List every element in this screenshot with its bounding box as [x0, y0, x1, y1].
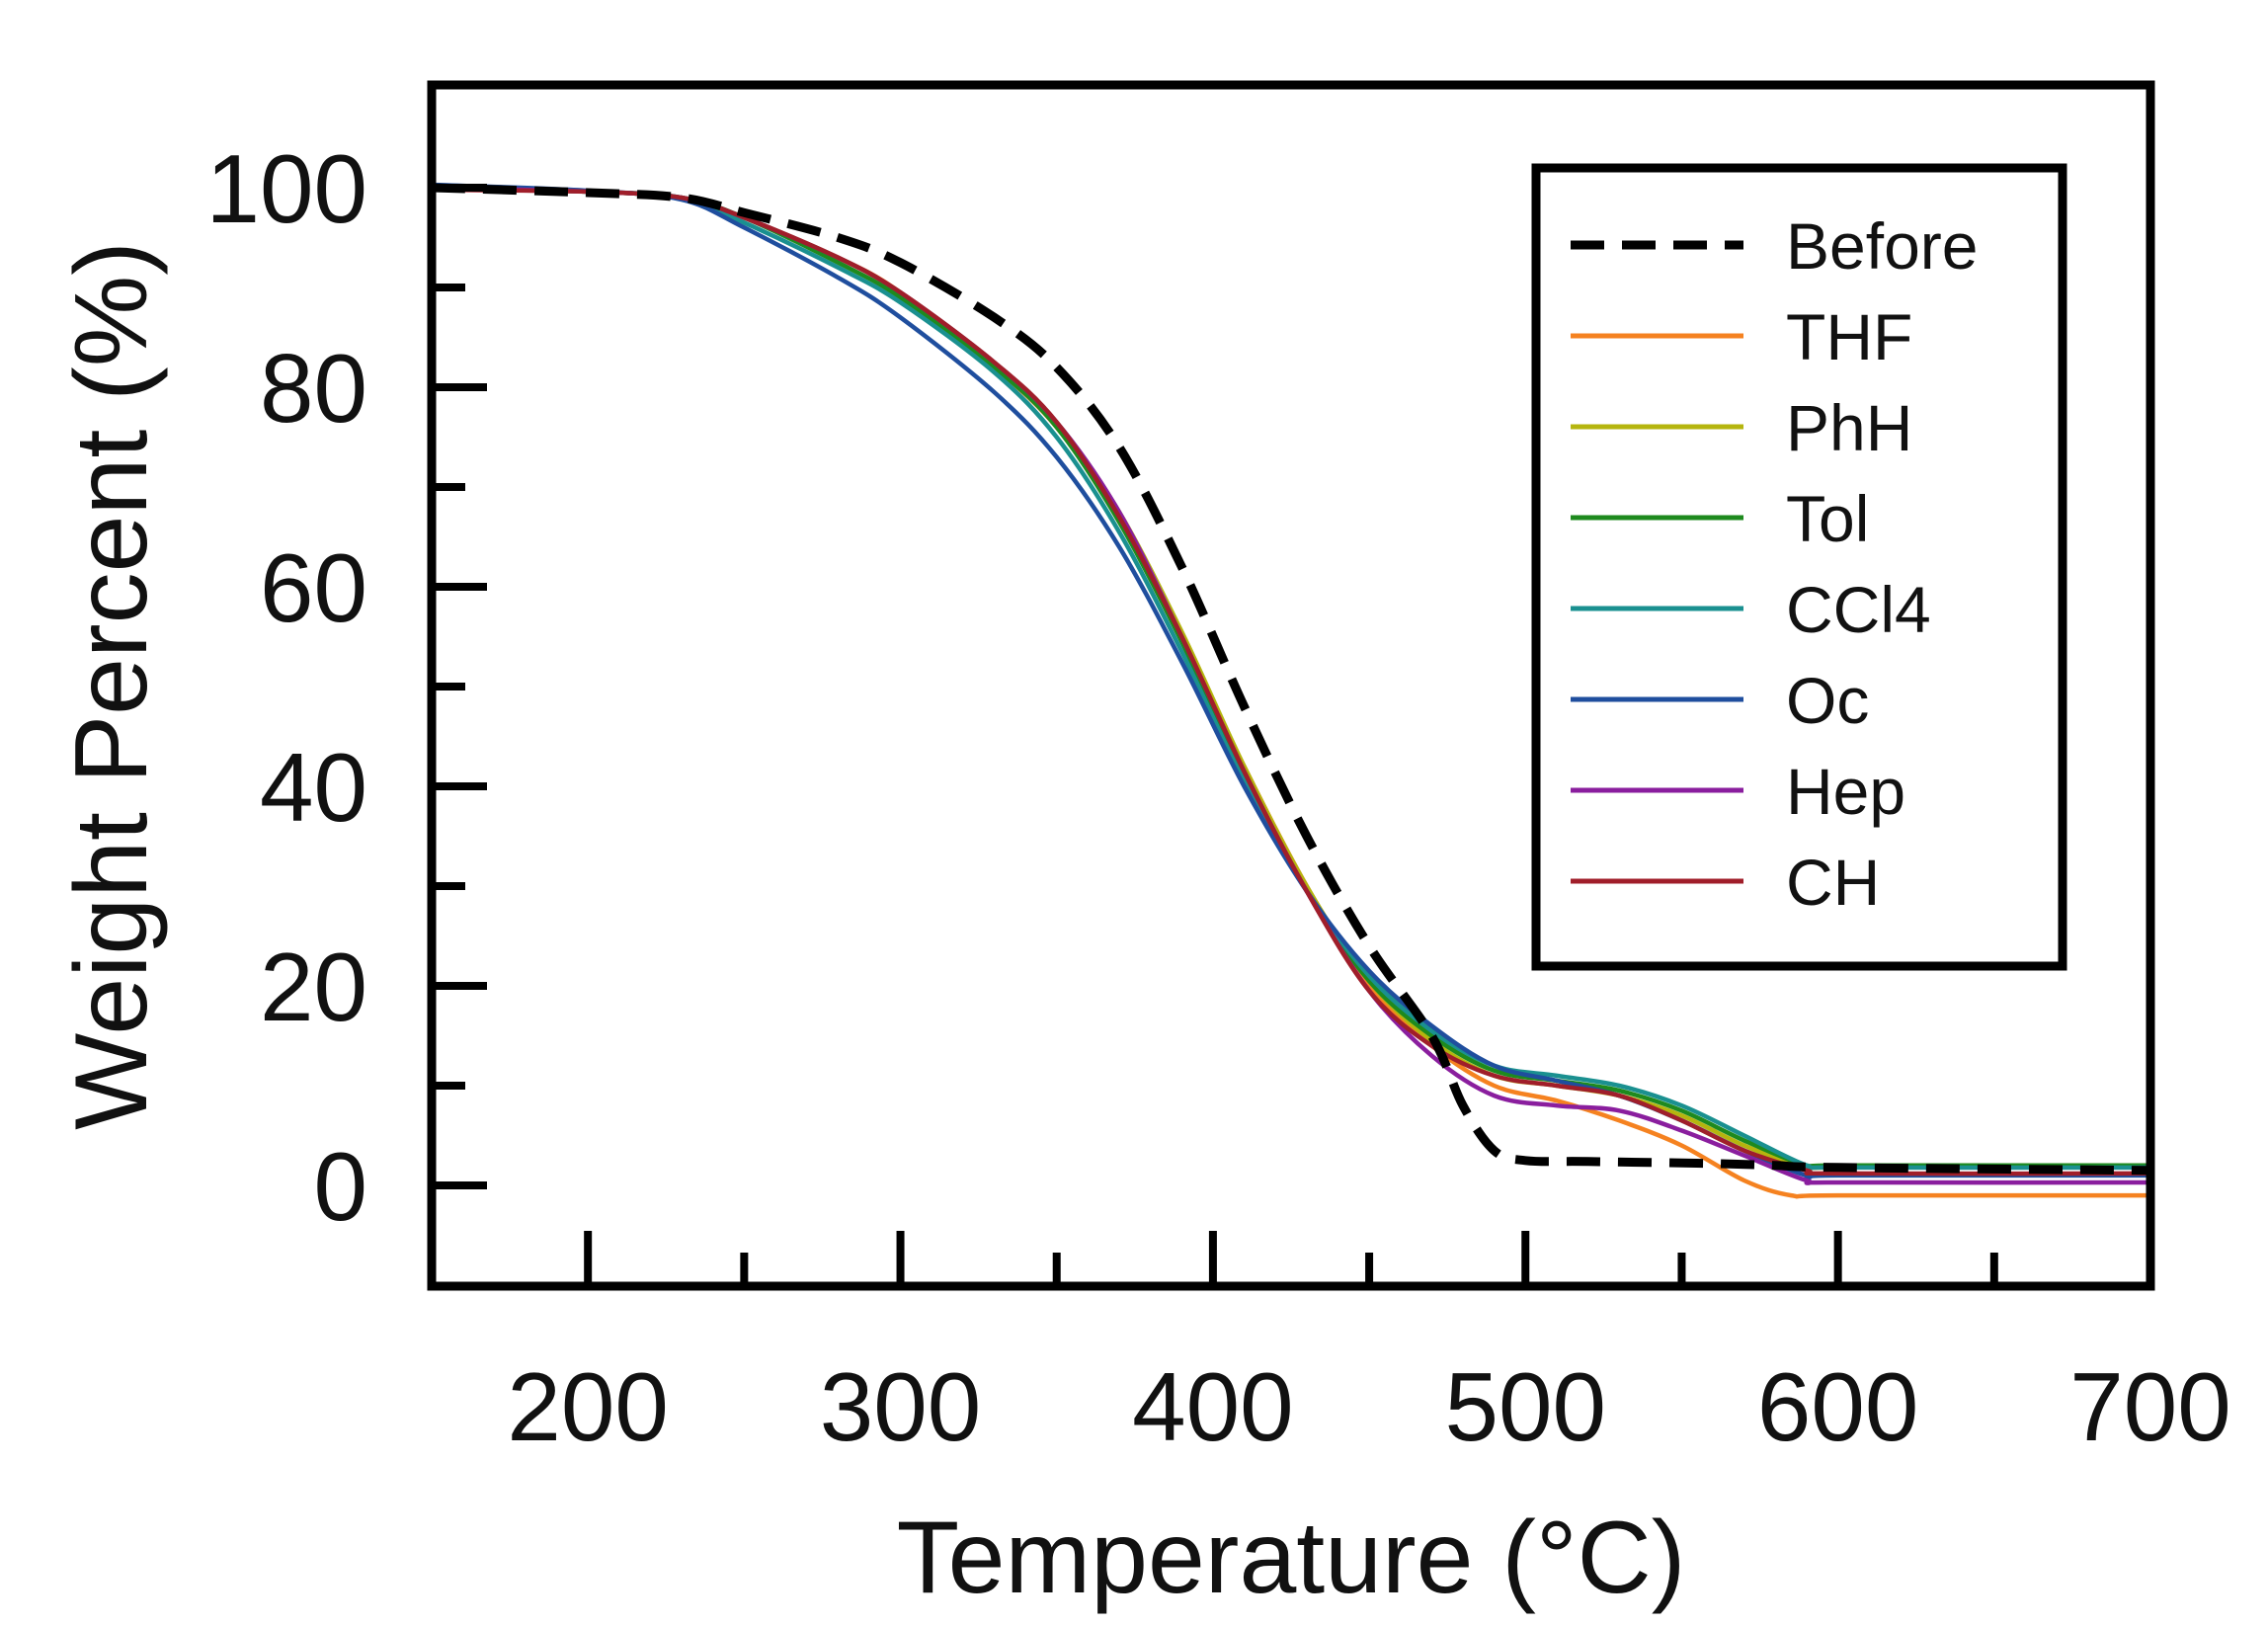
series-line-ch	[431, 187, 2151, 1177]
legend-label-oc: Oc	[1786, 664, 1869, 737]
legend-box	[1531, 163, 2067, 971]
legend-label-ch: CH	[1786, 846, 1880, 919]
legend-label-thf: THF	[1786, 300, 1912, 373]
x-tick-label: 400	[1132, 1352, 1294, 1461]
legend: Before THF PhH Tol CCl4 Oc Hep CH	[1531, 163, 2067, 971]
series-line-before	[431, 183, 2151, 1176]
x-tick-label: 500	[1445, 1352, 1607, 1461]
x-tick-label: 700	[2069, 1352, 2231, 1461]
plot-area	[431, 182, 2151, 1199]
x-tick-label: 300	[820, 1352, 982, 1461]
x-tick-label: 600	[1757, 1352, 1919, 1461]
y-tick-label: 100	[205, 134, 367, 243]
y-tick-label: 0	[313, 1132, 367, 1241]
y-tick-label: 20	[260, 933, 367, 1041]
x-tick-label: 200	[507, 1352, 669, 1461]
legend-label-before: Before	[1786, 209, 1978, 283]
axis-ticks: 200 300 400 500 600 700 0 20 40 60 80 100	[205, 134, 2230, 1461]
legend-label-ccl4: CCl4	[1786, 573, 1931, 646]
x-axis-title: Temperature (°C)	[897, 1501, 1686, 1615]
y-axis-title: Weight Percent (%)	[54, 241, 169, 1130]
y-tick-label: 40	[260, 733, 367, 842]
legend-label-hep: Hep	[1786, 755, 1905, 828]
legend-label-phh: PhH	[1786, 391, 1912, 464]
y-tick-label: 60	[260, 533, 367, 642]
legend-label-tol: Tol	[1786, 482, 1869, 555]
y-tick-label: 80	[260, 334, 367, 443]
plot-frame	[427, 80, 2155, 1291]
